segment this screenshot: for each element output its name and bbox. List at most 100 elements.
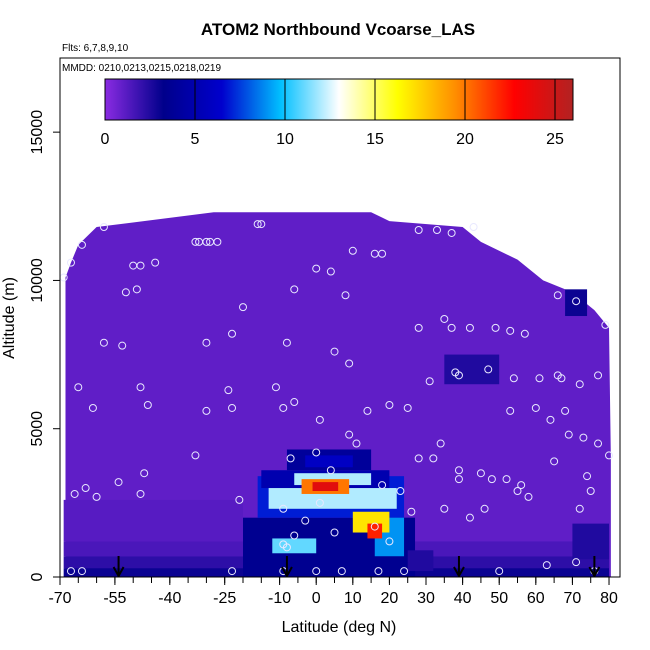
sample-point [385, 400, 394, 409]
sample-point [121, 288, 130, 297]
flight-marker-arrow [588, 556, 601, 577]
sample-point [469, 223, 478, 232]
y-tick-label: 15000 [29, 110, 46, 155]
sample-point [572, 297, 581, 306]
sample-point [315, 498, 324, 507]
flight-marker-arrow [281, 556, 293, 577]
colorbar-tick-label: 20 [456, 131, 474, 148]
sample-point [517, 481, 526, 490]
x-axis-label: Latitude (deg N) [282, 619, 397, 636]
sample-point [564, 430, 573, 439]
sample-point [484, 365, 493, 374]
sample-point [345, 430, 354, 439]
sample-point [77, 240, 86, 249]
x-tick-label: -25 [213, 590, 236, 607]
sample-point [605, 451, 614, 460]
sample-point [553, 291, 562, 300]
sample-point [586, 486, 595, 495]
sample-point [140, 469, 149, 478]
x-tick-label: 70 [564, 590, 582, 607]
x-tick-label: 10 [344, 590, 362, 607]
sample-point [550, 457, 559, 466]
sample-point [506, 406, 515, 415]
sample-point [583, 472, 592, 481]
sample-point [454, 371, 463, 380]
heatmap-cell [572, 523, 610, 560]
sample-point [118, 341, 127, 350]
sample-point [253, 220, 262, 229]
sample-point [363, 406, 372, 415]
sampled-region [65, 212, 611, 577]
sample-point [257, 220, 266, 229]
sample-point [345, 359, 354, 368]
sample-point [224, 386, 233, 395]
sample-point [191, 237, 200, 246]
sample-point [429, 454, 438, 463]
sample-point [396, 486, 405, 495]
sample-point [509, 374, 518, 383]
sample-point [579, 433, 588, 442]
sample-point [546, 415, 555, 424]
sample-point [70, 489, 79, 498]
sample-point [337, 567, 346, 576]
y-tick-label: 0 [29, 572, 46, 581]
colorbar-ticks: 0 5 10 15 20 25 [101, 79, 564, 148]
sample-point [132, 285, 141, 294]
sample-point [520, 329, 529, 338]
flights-subtitle: Flts: 6,7,8,9,10 [62, 43, 129, 54]
colorbar-tick-label: 10 [276, 131, 294, 148]
sample-point [454, 466, 463, 475]
heatmap-cell [565, 289, 588, 317]
colorbar-tick-label: 15 [366, 131, 384, 148]
sample-point [315, 415, 324, 424]
sample-point [279, 540, 288, 549]
sample-point [535, 374, 544, 383]
chart-title: ATOM2 Northbound Vcoarse_LAS [201, 20, 475, 39]
sample-point [542, 561, 551, 570]
sample-point [202, 406, 211, 415]
x-tick-label: 60 [527, 590, 545, 607]
sample-point [279, 504, 288, 513]
sample-point [447, 228, 456, 237]
heatmap-cell [444, 354, 500, 385]
sample-point [290, 285, 299, 294]
sample-point [414, 323, 423, 332]
sample-point [425, 377, 434, 386]
sample-point [440, 504, 449, 513]
heatmap-cell [312, 482, 339, 491]
sample-point [228, 567, 237, 576]
sample-point [282, 338, 291, 347]
heatmap-cells [63, 289, 610, 577]
sample-point [290, 398, 299, 407]
sample-point [235, 495, 244, 504]
sample-point [239, 303, 248, 312]
sample-point [476, 469, 485, 478]
dates-subtitle: MMDD: 0210,0213,0215,0218,0219 [62, 63, 221, 74]
sample-point [312, 448, 321, 457]
sample-point [480, 504, 489, 513]
sample-point [370, 522, 379, 531]
sample-point [352, 439, 361, 448]
sample-point [202, 237, 211, 246]
sample-point [326, 466, 335, 475]
colorbar-tick-label: 0 [101, 131, 110, 148]
flight-marker-arrow [453, 556, 465, 577]
sample-point [440, 314, 449, 323]
arrow-head [588, 566, 601, 577]
y-tick-label: 10000 [29, 258, 46, 303]
colorbar-tick-label: 25 [546, 131, 564, 148]
y-axis-label: Altitude (m) [1, 277, 18, 359]
sample-point [136, 383, 145, 392]
sample-point [400, 567, 409, 576]
sample-point [271, 383, 280, 392]
sample-point [88, 403, 97, 412]
x-tick-label: -55 [103, 590, 126, 607]
sample-point [403, 403, 412, 412]
sample-point [575, 504, 584, 513]
arrow-head [112, 566, 125, 577]
sample-point [414, 226, 423, 235]
sample-point [407, 507, 416, 516]
sample-point [572, 558, 581, 567]
sample-point [454, 475, 463, 484]
